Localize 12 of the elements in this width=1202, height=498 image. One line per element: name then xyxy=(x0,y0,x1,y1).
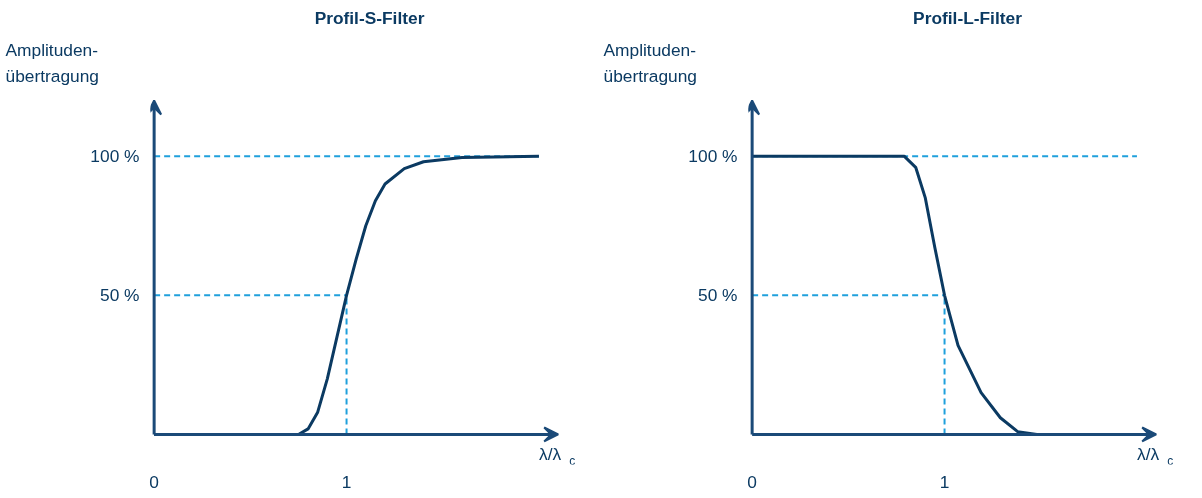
x-tick-label: 1 xyxy=(341,471,352,492)
y-axis-title: Amplituden- übertragung xyxy=(603,39,697,86)
y-tick-label: 100 % xyxy=(688,146,738,167)
x-tick-label: 0 xyxy=(149,471,159,492)
y-axis-title: Amplituden- übertragung xyxy=(5,39,99,86)
chart-title: Profil-S-Filter xyxy=(314,7,425,28)
y-tick-label: 50 % xyxy=(100,285,140,306)
x-tick-label: 0 xyxy=(747,471,757,492)
y-tick-label: 50 % xyxy=(698,285,738,306)
x-tick-label: 1 xyxy=(939,471,950,492)
y-tick-label: 100 % xyxy=(90,146,140,167)
chart-title: Profil-L-Filter xyxy=(913,7,1023,28)
